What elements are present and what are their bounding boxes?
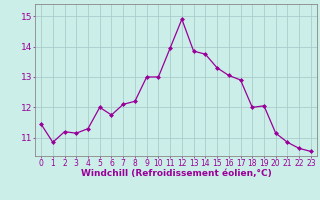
X-axis label: Windchill (Refroidissement éolien,°C): Windchill (Refroidissement éolien,°C) [81, 169, 271, 178]
